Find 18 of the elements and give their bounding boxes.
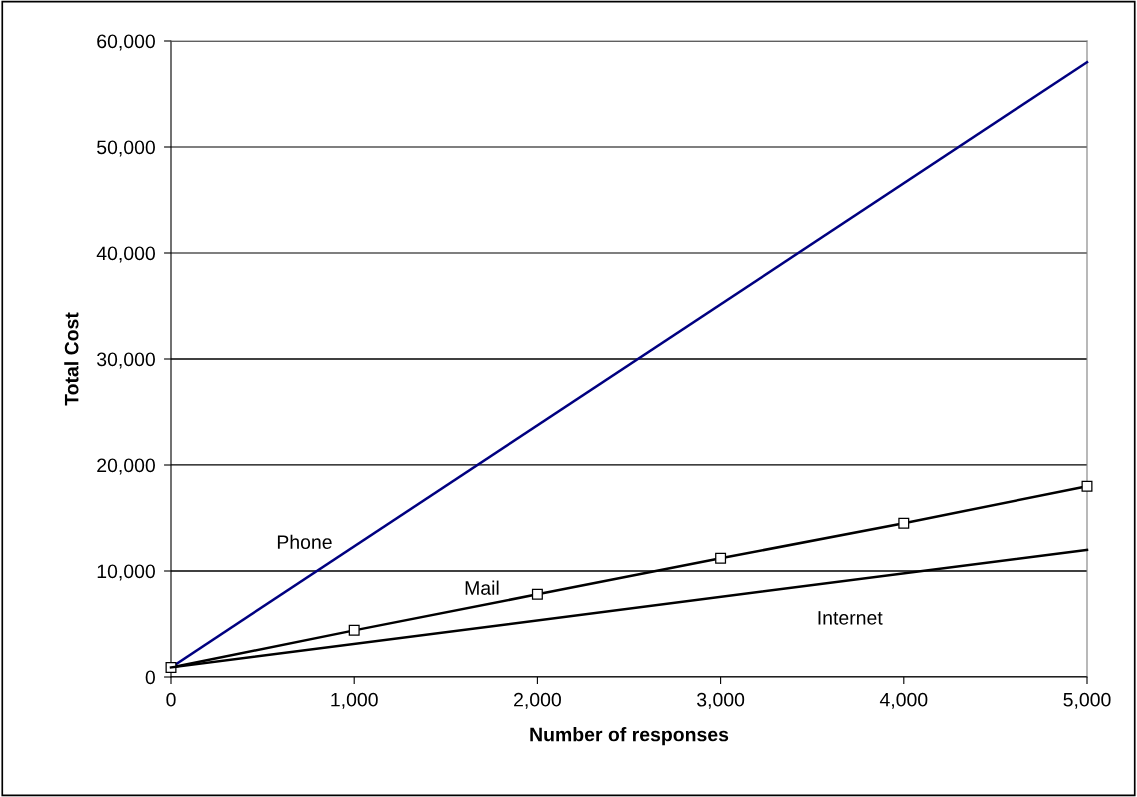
y-axis-title: Total Cost: [64, 312, 79, 406]
y-tick-label: 30,000: [97, 352, 155, 369]
x-tick-label: 1,000: [331, 692, 378, 709]
y-tick-label: 60,000: [97, 34, 155, 51]
x-axis-title: Number of responses: [530, 727, 729, 746]
x-tick-label: 2,000: [514, 692, 561, 709]
x-tick-label: 5,000: [1063, 692, 1111, 709]
y-tick-label: 0: [145, 670, 155, 685]
y-tick-label: 10,000: [97, 564, 155, 581]
y-tick-label: 50,000: [97, 140, 155, 157]
series-label: Internet: [818, 611, 883, 625]
x-tick-label: 3,000: [697, 692, 745, 709]
x-tick-label: 4,000: [879, 692, 928, 709]
series-label: Mail: [465, 580, 499, 595]
y-tick-label: 40,000: [96, 246, 155, 263]
y-tick-label: 20,000: [97, 458, 155, 475]
series-label: Phone: [277, 534, 332, 550]
x-tick-label: 0: [166, 692, 176, 707]
